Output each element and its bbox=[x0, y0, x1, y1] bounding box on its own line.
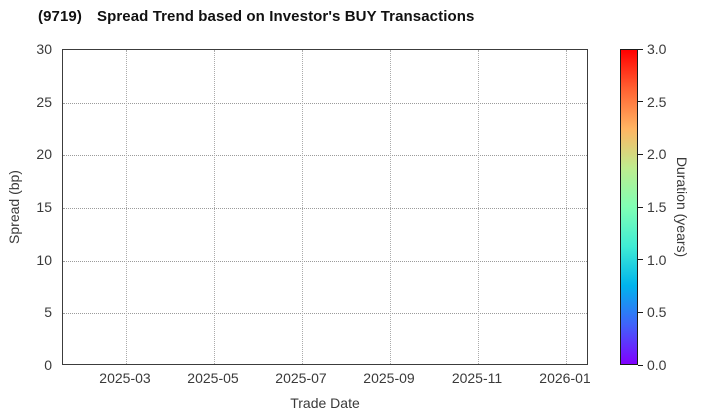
plot-area bbox=[62, 49, 588, 365]
x-gridline bbox=[566, 50, 567, 364]
colorbar-tick-label: 1.0 bbox=[647, 251, 667, 268]
chart-title-text: Spread Trend based on Investor's BUY Tra… bbox=[96, 8, 475, 25]
x-tick-label: 2025-09 bbox=[363, 370, 415, 386]
colorbar-tick-label: 2.5 bbox=[647, 93, 667, 110]
colorbar-tick-label: 0.5 bbox=[647, 304, 667, 321]
colorbar-tick-label: 0.0 bbox=[647, 357, 667, 373]
colorbar-tick-mark bbox=[638, 153, 643, 155]
colorbar-tick-label: 3.0 bbox=[647, 41, 667, 57]
y-gridline bbox=[63, 155, 587, 157]
colorbar-tick-label: 1.5 bbox=[647, 199, 667, 215]
colorbar-label: Duration (years) bbox=[674, 156, 690, 258]
x-gridline bbox=[214, 50, 215, 364]
y-tick-label: 5 bbox=[44, 304, 52, 321]
x-axis-label: Trade Date bbox=[290, 395, 360, 411]
y-tick-label: 0 bbox=[44, 357, 52, 373]
colorbar-tick-mark bbox=[638, 364, 643, 366]
y-gridline bbox=[63, 208, 587, 209]
y-gridline bbox=[63, 102, 587, 104]
colorbar-tick-label: 2.0 bbox=[647, 146, 667, 163]
y-tick-label: 25 bbox=[36, 93, 52, 110]
ticker-code: (9719) bbox=[38, 8, 82, 25]
x-gridline bbox=[478, 50, 479, 364]
y-tick-label: 10 bbox=[36, 251, 52, 268]
x-tick-label: 2025-11 bbox=[451, 370, 503, 386]
y-tick-label: 30 bbox=[36, 41, 52, 57]
x-gridline bbox=[390, 50, 391, 364]
colorbar-tick-mark bbox=[638, 259, 643, 261]
y-gridline bbox=[63, 313, 587, 315]
x-tick-label: 2025-05 bbox=[187, 370, 239, 386]
y-tick-label: 20 bbox=[36, 146, 52, 163]
x-gridline bbox=[302, 50, 303, 364]
colorbar-tick-mark bbox=[638, 311, 643, 313]
x-tick-label: 2025-07 bbox=[275, 370, 327, 386]
y-tick-label: 15 bbox=[36, 199, 52, 215]
colorbar-tick-mark bbox=[638, 101, 643, 103]
x-tick-label: 2025-03 bbox=[99, 370, 151, 386]
colorbar-tick-mark bbox=[638, 48, 643, 50]
x-tick-label: 2026-01 bbox=[539, 370, 591, 386]
y-gridline bbox=[63, 260, 587, 262]
colorbar-tick-mark bbox=[638, 206, 643, 208]
x-gridline bbox=[126, 50, 127, 364]
colorbar-gradient bbox=[620, 49, 638, 365]
chart-title: (9719) Spread Trend based on Investor's B… bbox=[38, 8, 474, 25]
y-axis-label: Spread (bp) bbox=[6, 170, 22, 244]
